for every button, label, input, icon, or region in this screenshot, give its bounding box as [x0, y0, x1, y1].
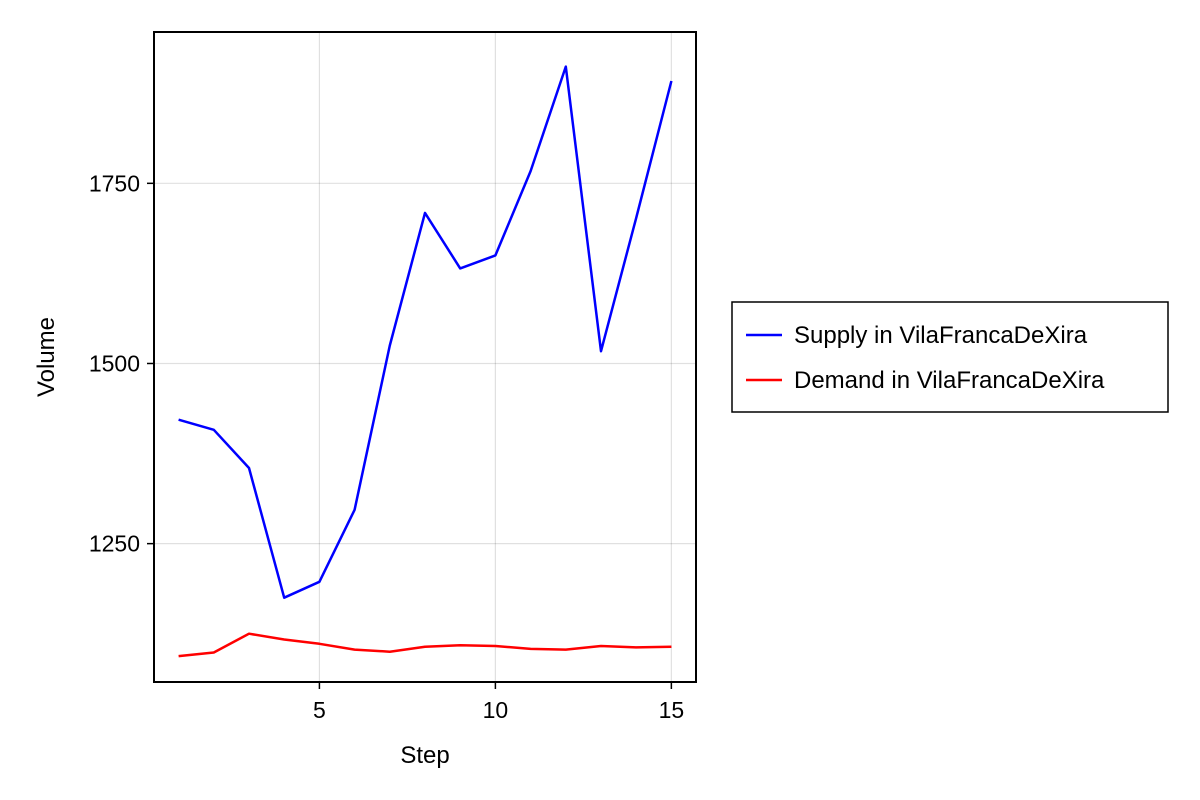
x-tick-label: 10: [483, 697, 509, 723]
series-line-supply: [178, 65, 673, 599]
legend-label-supply: Supply in VilaFrancaDeXira: [794, 322, 1088, 349]
legend-box: [731, 301, 1169, 413]
plot-frame: [153, 31, 697, 683]
y-tick-label: 1500: [89, 350, 140, 376]
x-axis-title: Step: [400, 742, 449, 769]
y-tick-label: 1250: [89, 531, 140, 557]
legend-label-demand: Demand in VilaFrancaDeXira: [794, 367, 1105, 394]
grid-layer: [154, 32, 696, 682]
tick-layer: 5 10 15 1250 1500 1750: [89, 170, 684, 723]
y-tick-label: 1750: [89, 170, 140, 196]
x-tick-label: 15: [659, 697, 685, 723]
series-line-demand: [178, 632, 672, 658]
y-axis-title: Volume: [33, 317, 60, 397]
x-tick-label: 5: [313, 697, 326, 723]
legend: Supply in VilaFrancaDeXira Demand in Vil…: [731, 301, 1169, 413]
series-layer: [178, 65, 673, 658]
